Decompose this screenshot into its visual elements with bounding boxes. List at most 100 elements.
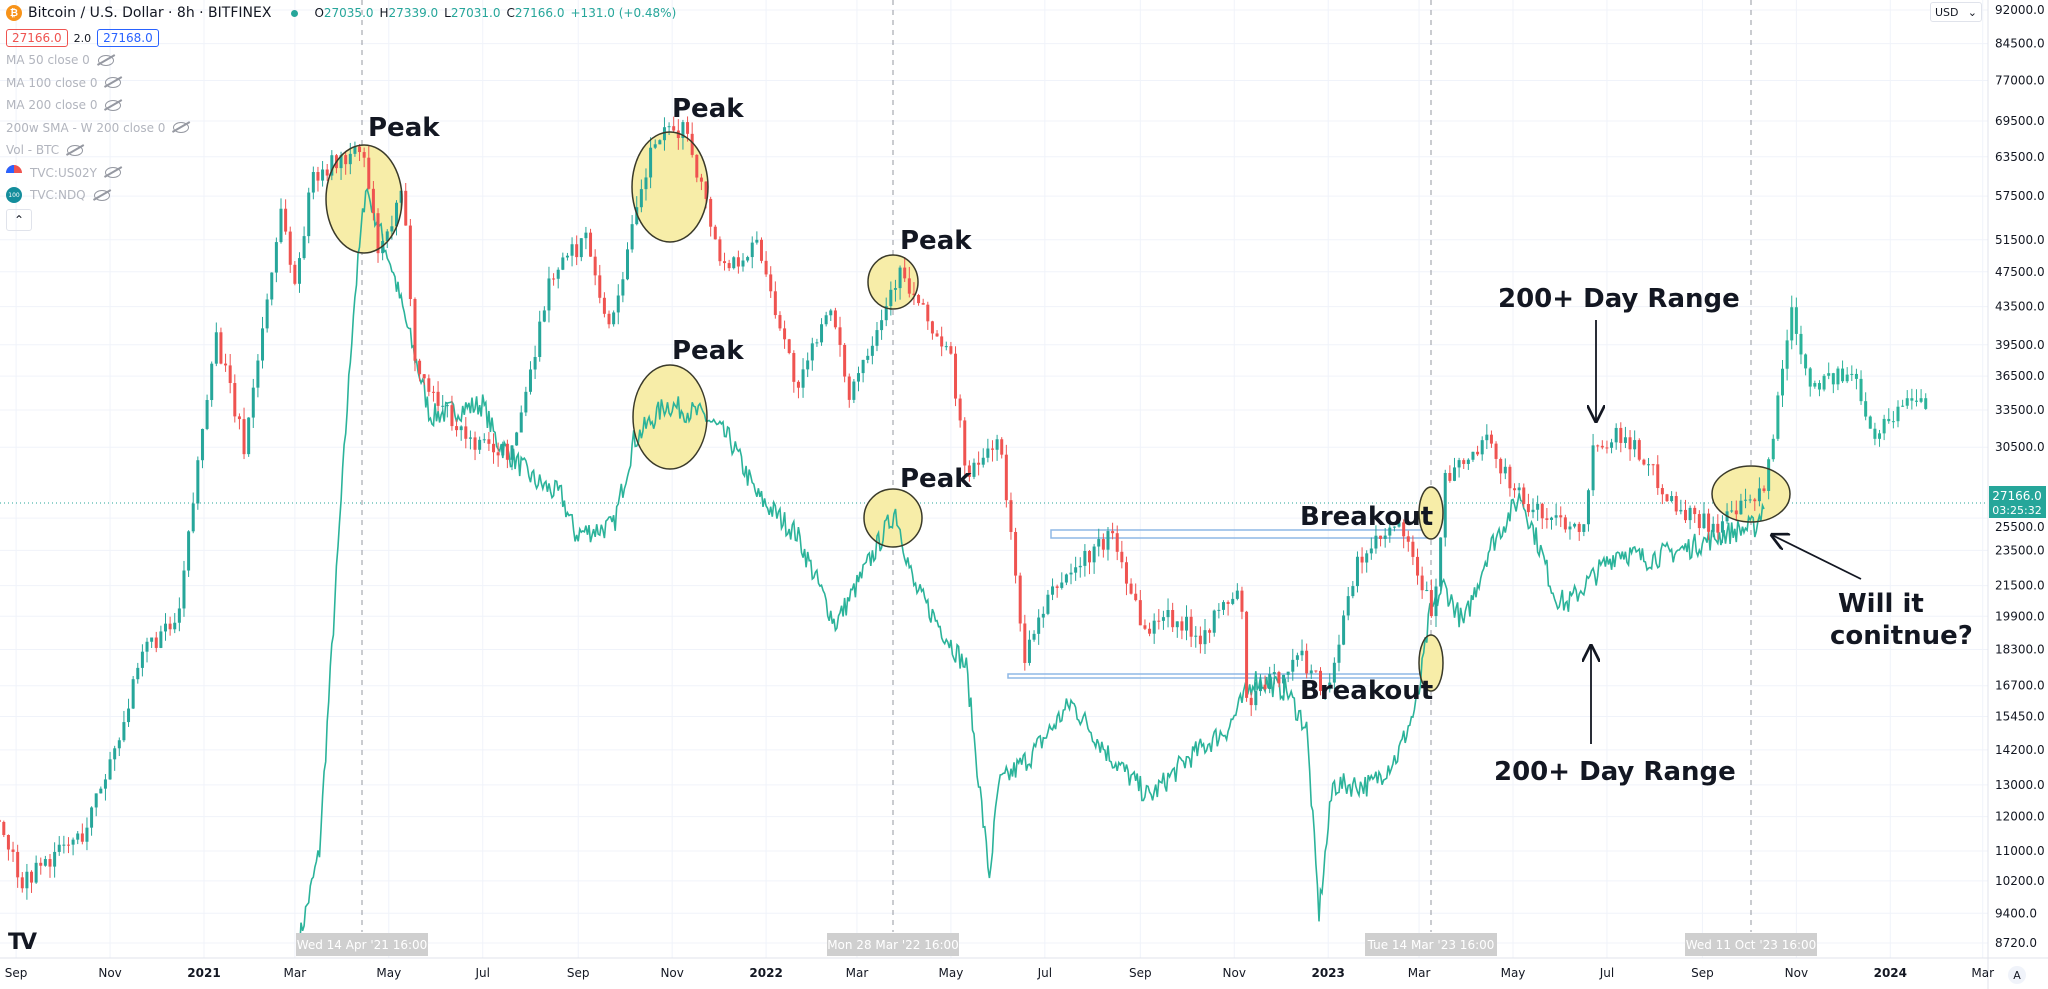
candle-body bbox=[1240, 590, 1244, 612]
candle-body bbox=[755, 239, 759, 243]
candle-body bbox=[690, 133, 694, 155]
candle-body bbox=[1573, 523, 1577, 527]
candle-body bbox=[418, 360, 422, 375]
eye-off-icon[interactable] bbox=[105, 99, 122, 111]
indicator-volume[interactable]: Vol - BTC bbox=[6, 139, 676, 162]
candle bbox=[307, 187, 311, 244]
candle-body bbox=[48, 859, 52, 867]
candle-body bbox=[972, 462, 976, 477]
candle bbox=[431, 385, 435, 402]
candle bbox=[612, 310, 616, 327]
breakout-label-upper[interactable]: Breakout bbox=[1300, 502, 1433, 532]
candle-body bbox=[843, 344, 847, 377]
candle bbox=[1522, 483, 1526, 508]
symbol-header[interactable]: ₿ Bitcoin / U.S. Dollar · 8h · BITFINEX … bbox=[6, 2, 676, 24]
candle-body bbox=[1018, 575, 1022, 624]
indicator-200w-sma[interactable]: 200w SMA - W 200 close 0 bbox=[6, 117, 676, 140]
peak-label-4[interactable]: Peak bbox=[672, 336, 744, 366]
candle bbox=[847, 373, 851, 408]
candle bbox=[1711, 516, 1715, 538]
candle bbox=[1060, 572, 1064, 590]
candle-body bbox=[385, 231, 389, 242]
question-label-line2[interactable]: conitnue? bbox=[1830, 621, 1973, 651]
candle-body bbox=[1185, 616, 1189, 631]
price-tick-label: 57500.0 bbox=[1995, 189, 2045, 203]
candle bbox=[515, 431, 519, 446]
candle bbox=[1101, 533, 1105, 558]
market-status-icon[interactable] bbox=[291, 9, 299, 17]
candle bbox=[1425, 581, 1429, 592]
indicator-ma200[interactable]: MA 200 close 0 bbox=[6, 94, 676, 117]
time-tick-label: Mar bbox=[284, 966, 307, 980]
eye-off-icon[interactable] bbox=[67, 144, 84, 156]
candle-body bbox=[20, 877, 24, 889]
candle bbox=[1804, 353, 1808, 376]
peak-label-5[interactable]: Peak bbox=[900, 464, 972, 494]
sell-price-button[interactable]: 27166.0 bbox=[6, 29, 68, 47]
time-tick-label: Mar bbox=[846, 966, 869, 980]
candle bbox=[1041, 606, 1045, 628]
candle-body bbox=[1286, 671, 1290, 675]
indicator-ma50[interactable]: MA 50 close 0 bbox=[6, 49, 676, 72]
candle bbox=[820, 318, 824, 346]
candle-body bbox=[570, 244, 574, 256]
candle bbox=[136, 662, 140, 684]
indicator-ma100[interactable]: MA 100 close 0 bbox=[6, 72, 676, 95]
candle-body bbox=[787, 339, 791, 353]
candle bbox=[778, 311, 782, 331]
eye-off-icon[interactable] bbox=[105, 77, 122, 89]
candle-body bbox=[1323, 689, 1327, 691]
range-label-lower[interactable]: 200+ Day Range bbox=[1494, 757, 1736, 787]
candle-body bbox=[1674, 496, 1678, 512]
candle bbox=[1573, 522, 1577, 529]
range-label-upper[interactable]: 200+ Day Range bbox=[1498, 284, 1740, 314]
candle bbox=[1628, 430, 1632, 461]
candle-body bbox=[136, 667, 140, 680]
question-label-line1[interactable]: Will it bbox=[1838, 589, 1924, 619]
eye-off-icon[interactable] bbox=[104, 167, 121, 179]
time-axis-labels[interactable]: Sep Nov 2021 Mar May Jul Sep Nov 2022 Mar May Jul Se… bbox=[5, 966, 1994, 980]
candle-body bbox=[1485, 434, 1489, 441]
eye-off-icon[interactable] bbox=[93, 189, 110, 201]
candle-body bbox=[224, 363, 228, 366]
candle bbox=[695, 154, 699, 183]
breakout-label-lower[interactable]: Breakout bbox=[1300, 676, 1433, 706]
highlight-ellipse-outline bbox=[1418, 486, 1444, 540]
candle-body bbox=[1309, 670, 1313, 674]
candle-body bbox=[815, 342, 819, 344]
price-tick-label: 43500.0 bbox=[1995, 300, 2045, 314]
candle bbox=[1545, 507, 1549, 529]
candle bbox=[1129, 578, 1133, 595]
candle bbox=[940, 326, 944, 357]
collapse-legend-button[interactable]: ⌃ bbox=[6, 208, 32, 231]
indicator-us02y[interactable]: TVC:US02Y bbox=[6, 162, 676, 185]
candle bbox=[796, 380, 800, 399]
eye-off-icon[interactable] bbox=[173, 122, 190, 134]
candle bbox=[62, 835, 66, 854]
candle bbox=[191, 492, 195, 534]
auto-scale-button[interactable]: A bbox=[2008, 966, 2026, 984]
candle-body bbox=[672, 126, 676, 131]
candle bbox=[1120, 540, 1124, 569]
candle bbox=[1891, 411, 1895, 429]
indicator-ndq[interactable]: 100 TVC:NDQ bbox=[6, 184, 676, 207]
tradingview-logo[interactable]: TV bbox=[8, 930, 37, 955]
buy-price-button[interactable]: 27168.0 bbox=[97, 29, 159, 47]
candle bbox=[1513, 483, 1517, 498]
candle-body bbox=[1914, 400, 1918, 402]
eye-off-icon[interactable] bbox=[97, 54, 114, 66]
candle bbox=[838, 316, 842, 357]
peak-label-3[interactable]: Peak bbox=[900, 226, 972, 256]
currency-select[interactable]: USD ⌄ bbox=[1930, 2, 1982, 22]
candle-body bbox=[505, 443, 509, 460]
arrow-question[interactable] bbox=[1772, 535, 1862, 580]
candle bbox=[25, 863, 29, 900]
candle bbox=[1610, 438, 1614, 454]
chart-legend: ₿ Bitcoin / U.S. Dollar · 8h · BITFINEX … bbox=[6, 2, 676, 231]
peak-label-2[interactable]: Peak bbox=[672, 94, 744, 124]
candle bbox=[1374, 525, 1378, 554]
candle bbox=[746, 255, 750, 263]
candle-body bbox=[1781, 368, 1784, 396]
peak-label-1[interactable]: Peak bbox=[368, 113, 440, 143]
